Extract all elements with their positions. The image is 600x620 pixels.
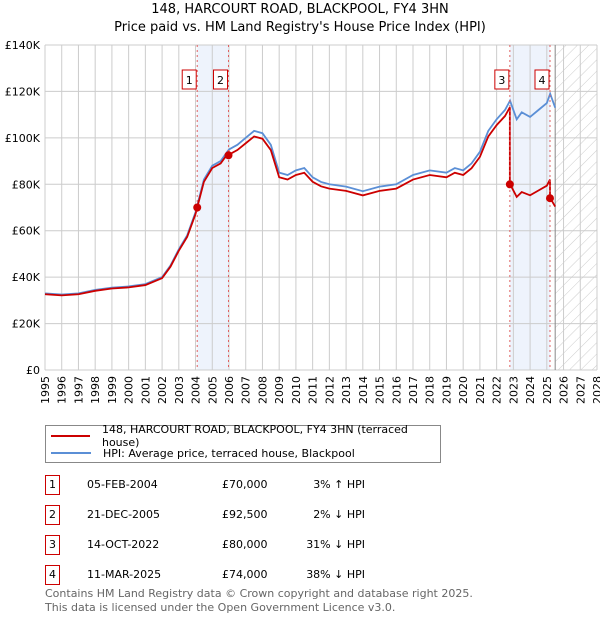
hpi-line <box>44 91 557 296</box>
x-tick-label: 1995 <box>39 376 52 404</box>
x-tick-label: 2004 <box>190 376 203 404</box>
y-tick-label: £40K <box>12 271 41 284</box>
x-tick-label: 2024 <box>524 376 537 404</box>
x-tick-label: 2005 <box>206 376 219 404</box>
sale-point <box>505 180 514 189</box>
footer-copyright: Contains HM Land Registry data © Crown c… <box>45 587 473 600</box>
x-tick-label: 2001 <box>139 376 152 404</box>
legend-label: 148, HARCOURT ROAD, BLACKPOOL, FY4 3HN (… <box>101 423 408 449</box>
y-tick-label: £140K <box>5 39 41 52</box>
x-tick-label: 2013 <box>340 376 353 404</box>
sale-table-row: 2 21-DEC-2005 £92,500 2% ↓ HPI <box>45 505 445 525</box>
legend-item-property: 148, HARCOURT ROAD, BLACKPOOL, FY4 3HN (… <box>46 423 440 449</box>
sale-table-row: 3 14-OCT-2022 £80,000 31% ↓ HPI <box>45 535 445 555</box>
footer-licence: This data is licensed under the Open Gov… <box>45 601 396 614</box>
sale-date: 14-OCT-2022 <box>87 538 160 551</box>
sale-number-badge: 3 <box>45 535 60 555</box>
x-tick-label: 2009 <box>273 376 286 404</box>
x-tick-label: 2010 <box>290 376 303 404</box>
chart-title: 148, HARCOURT ROAD, BLACKPOOL, FY4 3HN <box>151 2 449 17</box>
sale-hpi-diff: 2% ↓ HPI <box>313 508 365 521</box>
sale-label: 4 <box>538 74 545 87</box>
forecast-hatch <box>555 45 597 370</box>
sale-table-row: 4 11-MAR-2025 £74,000 38% ↓ HPI <box>45 565 445 585</box>
x-tick-label: 2017 <box>407 376 420 404</box>
x-tick-label: 1998 <box>89 376 102 404</box>
sale-price: £92,500 <box>222 508 268 521</box>
sale-number-badge: 4 <box>45 565 60 585</box>
x-tick-label: 2012 <box>323 376 336 404</box>
sale-date: 21-DEC-2005 <box>87 508 161 521</box>
plot-area: 1995 1996 1997 1998 1999 2000 2001 2002 2003 2004… <box>5 39 600 404</box>
x-tick-label: 2027 <box>574 376 587 404</box>
legend-label: HPI: Average price, terraced house, Blac… <box>103 446 355 460</box>
x-tick-label: 1997 <box>72 376 85 404</box>
x-tick-label: 2003 <box>173 376 186 404</box>
x-tick-label: 2019 <box>440 376 453 404</box>
y-tick-label: £60K <box>12 225 41 238</box>
sale-table-row: 1 05-FEB-2004 £70,000 3% ↑ HPI <box>45 475 445 495</box>
sale-label-box <box>534 69 550 90</box>
y-tick-label: £20K <box>12 318 41 331</box>
sale-label-box <box>181 69 197 90</box>
x-tick-label: 2023 <box>507 376 520 404</box>
x-tick-label: 1996 <box>56 376 69 404</box>
x-tick-label: 2014 <box>357 376 370 404</box>
sale-label: 1 <box>186 74 193 87</box>
x-tick-label: 2007 <box>240 376 253 404</box>
x-tick-label: 2021 <box>474 376 487 404</box>
sale-point <box>545 194 554 203</box>
x-tick-label: 2000 <box>123 376 136 404</box>
sale-price: £80,000 <box>222 538 268 551</box>
shaded-period-1-2 <box>197 45 229 370</box>
legend: 148, HARCOURT ROAD, BLACKPOOL, FY4 3HN (… <box>45 423 441 463</box>
sale-hpi-diff: 3% ↑ HPI <box>313 478 365 491</box>
sale-point <box>224 151 233 160</box>
legend-item-hpi: HPI: Average price, terraced house, Blac… <box>46 445 355 461</box>
property-price-line <box>44 106 556 297</box>
sale-number-badge: 2 <box>45 505 60 525</box>
y-tick-label: £80K <box>12 178 41 191</box>
x-tick-label: 2002 <box>156 376 169 404</box>
sale-price: £70,000 <box>222 478 268 491</box>
x-tick-label: 2015 <box>374 376 387 404</box>
x-tick-label: 2025 <box>541 376 554 404</box>
sale-label: 2 <box>217 74 224 87</box>
x-tick-label: 2026 <box>558 376 571 404</box>
sale-label-box <box>494 69 510 90</box>
x-tick-label: 2006 <box>223 376 236 404</box>
x-tick-label: 1999 <box>106 376 119 404</box>
sale-date: 05-FEB-2004 <box>87 478 158 491</box>
y-tick-label: £100K <box>5 132 41 145</box>
sale-price: £74,000 <box>222 568 268 581</box>
y-tick-label: £0 <box>26 364 40 377</box>
y-tick-label: £120K <box>5 85 41 98</box>
sale-label-box <box>212 69 228 90</box>
x-tick-label: 2018 <box>424 376 437 404</box>
x-tick-label: 2008 <box>256 376 269 404</box>
chart-subtitle: Price paid vs. HM Land Registry's House … <box>114 20 486 35</box>
x-tick-label: 2011 <box>307 376 320 404</box>
x-tick-label: 2022 <box>491 376 504 404</box>
x-tick-label: 2016 <box>390 376 403 404</box>
sale-hpi-diff: 31% ↓ HPI <box>306 538 365 551</box>
x-tick-label: 2020 <box>457 376 470 404</box>
x-tick-label: 2028 <box>591 376 600 404</box>
sale-label: 3 <box>498 74 505 87</box>
sale-hpi-diff: 38% ↓ HPI <box>306 568 365 581</box>
sale-date: 11-MAR-2025 <box>87 568 162 581</box>
sale-number-badge: 1 <box>45 475 60 495</box>
sale-point <box>193 203 202 212</box>
